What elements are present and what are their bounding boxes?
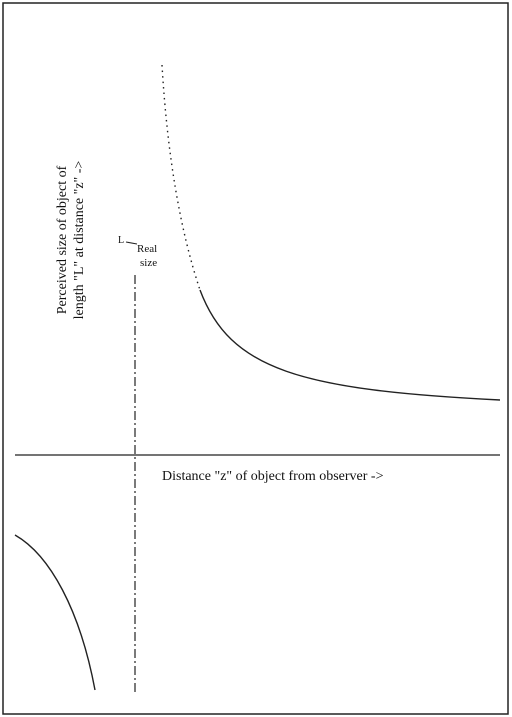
real-size-label: size: [140, 257, 157, 269]
y-axis-label-line: Perceived size of object of: [55, 165, 70, 314]
y-axis-label-line: length "L" at distance "z" ->: [72, 161, 87, 320]
curve-upper-dotted: [161, 64, 201, 291]
curve-right: [199, 289, 501, 401]
y-axis-label: Perceived size of object of length "L" a…: [55, 161, 87, 320]
real-size-label: Real: [137, 243, 157, 255]
length-label: L: [118, 235, 124, 246]
pointer: [125, 241, 138, 245]
x-axis-label: Distance "z" of object from observer ->: [162, 469, 384, 484]
curve-left: [14, 534, 96, 691]
